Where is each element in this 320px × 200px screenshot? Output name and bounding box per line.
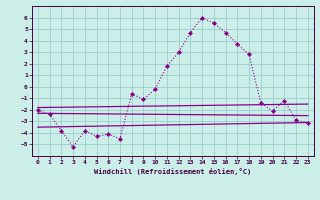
X-axis label: Windchill (Refroidissement éolien,°C): Windchill (Refroidissement éolien,°C) [94, 168, 252, 175]
